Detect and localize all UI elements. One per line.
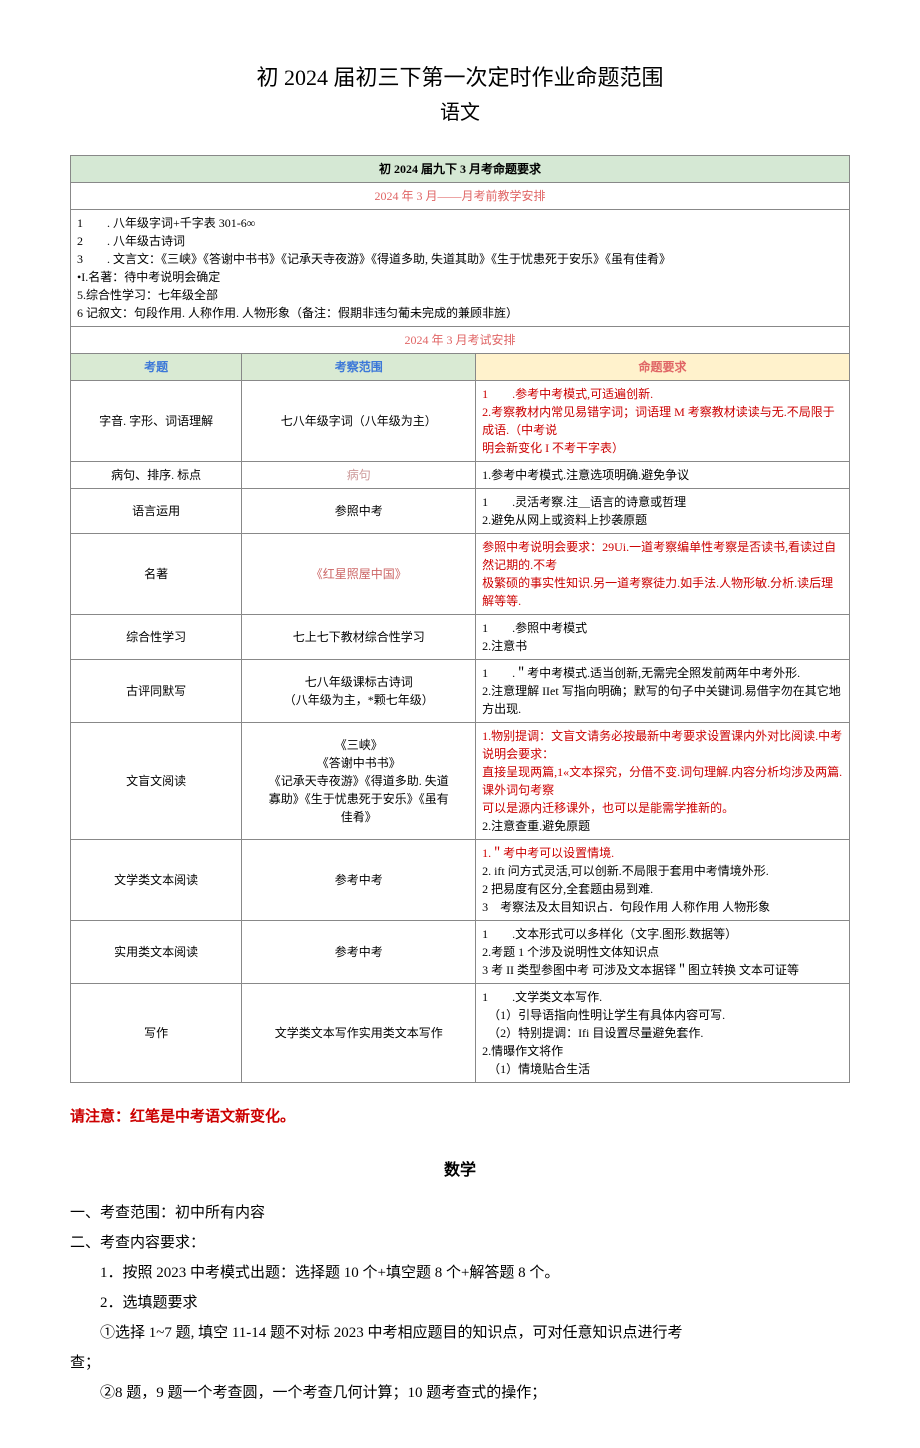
teaching-plan-line: •I.名著：待中考说明会确定 [77,268,843,286]
math-line: ②8 题，9 题一个考查圆，一个考查几何计算；10 题考查式的操作； [70,1378,850,1408]
cell-req: 1.物别提调：文盲文请务必按最新中考要求设置课内外对比阅读.中考说明会要求：直接… [476,723,850,840]
table-row: 病句、排序. 标点病句1.参考中考模式.注意选项明确.避免争议 [71,462,850,489]
cell-scope: 参考中考 [242,921,476,984]
cell-scope: 参考中考 [242,840,476,921]
teaching-plan-line: 3 . 文言文：《三峡》《答谢中书书》《记承天寺夜游》《得道多助, 失道其助》《… [77,250,843,268]
cell-scope: 文学类文本写作实用类文本写作 [242,984,476,1083]
cell-topic: 病句、排序. 标点 [71,462,242,489]
teaching-plan-line: 1 . 八年级字词+千字表 301-6∞ [77,214,843,232]
teaching-plan-line: 2 . 八年级古诗词 [77,232,843,250]
cell-scope: 七八年级字词（八年级为主） [242,381,476,462]
math-line: ①选择 1~7 题, 填空 11-14 题不对标 2023 中考相应题目的知识点… [70,1318,850,1348]
cell-scope: 《红星照屋中国》 [242,534,476,615]
math-title: 数学 [70,1156,850,1180]
math-line: 2．选填题要求 [70,1288,850,1318]
math-line: 查； [70,1348,850,1378]
table-row: 文学类文本阅读参考中考1.＂考中考可以设置情境.2. ift 问方式灵活,可以创… [71,840,850,921]
cell-req: 1 .参照中考模式2.注意书 [476,615,850,660]
exam-band: 2024 年 3 月考试安排 [71,327,850,354]
red-note: 请注意：红笔是中考语文新变化。 [70,1105,850,1126]
col-header-req: 命题要求 [476,354,850,381]
col-header-topic: 考题 [71,354,242,381]
table-row: 名著《红星照屋中国》参照中考说明会要求：29Ui.一道考察编单性考察是否读书,看… [71,534,850,615]
cell-req: 1 .文学类文本写作. （1）引导语指向性明让学生有具体内容可写. （2）特别提… [476,984,850,1083]
cell-req: 参照中考说明会要求：29Ui.一道考察编单性考察是否读书,看读过自然记期的.不考… [476,534,850,615]
table-row: 字音. 字形、词语理解七八年级字词（八年级为主）1 .参考中考模式,可适遍创新.… [71,381,850,462]
cell-topic: 古评同默写 [71,660,242,723]
cell-scope: 参照中考 [242,489,476,534]
cell-topic: 综合性学习 [71,615,242,660]
table-row: 写作文学类文本写作实用类文本写作1 .文学类文本写作. （1）引导语指向性明让学… [71,984,850,1083]
teaching-plan: 1 . 八年级字词+千字表 301-6∞2 . 八年级古诗词3 . 文言文：《三… [71,210,850,327]
table-header-band: 初 2024 届九下 3 月考命题要求 [71,156,850,183]
math-line: 一、考查范围：初中所有内容 [70,1198,850,1228]
cell-req: 1 .灵活考察.注＿语言的诗意或哲理2.避免从网上或资料上抄袭原题 [476,489,850,534]
cell-topic: 写作 [71,984,242,1083]
table-row: 语言运用参照中考1 .灵活考察.注＿语言的诗意或哲理2.避免从网上或资料上抄袭原… [71,489,850,534]
cell-topic: 文学类文本阅读 [71,840,242,921]
teaching-plan-line: 6 记叙文：句段作用. 人称作用. 人物形象（备注：假期非违匀葡未完成的兼顾非旌… [77,304,843,322]
cell-scope: 七八年级课标古诗词（八年级为主，*颗七年级） [242,660,476,723]
teaching-band: 2024 年 3 月——月考前教学安排 [71,183,850,210]
math-line: 1．按照 2023 中考模式出题：选择题 10 个+填空题 8 个+解答题 8 … [70,1258,850,1288]
math-line: 二、考查内容要求： [70,1228,850,1258]
cell-topic: 字音. 字形、词语理解 [71,381,242,462]
cell-topic: 语言运用 [71,489,242,534]
cell-scope: 七上七下教材综合性学习 [242,615,476,660]
table-row: 古评同默写七八年级课标古诗词（八年级为主，*颗七年级）1 .＂考中考模式.适当创… [71,660,850,723]
cell-topic: 名著 [71,534,242,615]
cell-req: 1.参考中考模式.注意选项明确.避免争议 [476,462,850,489]
table-row: 实用类文本阅读参考中考1 .文本形式可以多样化（文字.图形.数据等）2.考题 1… [71,921,850,984]
math-body: 一、考查范围：初中所有内容二、考查内容要求：1．按照 2023 中考模式出题：选… [70,1198,850,1408]
cell-req: 1.＂考中考可以设置情境.2. ift 问方式灵活,可以创新.不局限于套用中考情… [476,840,850,921]
table-row: 文盲文阅读《三峡》《答谢中书书》《记承天寺夜游》《得道多助. 失道寡助》《生于忧… [71,723,850,840]
col-header-scope: 考察范围 [242,354,476,381]
page-subtitle: 语文 [70,96,850,125]
teaching-plan-line: 5.综合性学习：七年级全部 [77,286,843,304]
cell-req: 1 .文本形式可以多样化（文字.图形.数据等）2.考题 1 个涉及说明性文体知识… [476,921,850,984]
cell-scope: 病句 [242,462,476,489]
cell-topic: 文盲文阅读 [71,723,242,840]
cell-req: 1 .＂考中考模式.适当创新,无需完全照发前两年中考外形.2.注意理解 IIet… [476,660,850,723]
table-row: 综合性学习七上七下教材综合性学习1 .参照中考模式2.注意书 [71,615,850,660]
cell-topic: 实用类文本阅读 [71,921,242,984]
page-title: 初 2024 届初三下第一次定时作业命题范围 [70,60,850,92]
cell-scope: 《三峡》《答谢中书书》《记承天寺夜游》《得道多助. 失道寡助》《生于忧患死于安乐… [242,723,476,840]
requirements-table: 初 2024 届九下 3 月考命题要求 2024 年 3 月——月考前教学安排 … [70,155,850,1083]
cell-req: 1 .参考中考模式,可适遍创新.2.考察教材内常见易错字词；词语理 M 考察教材… [476,381,850,462]
